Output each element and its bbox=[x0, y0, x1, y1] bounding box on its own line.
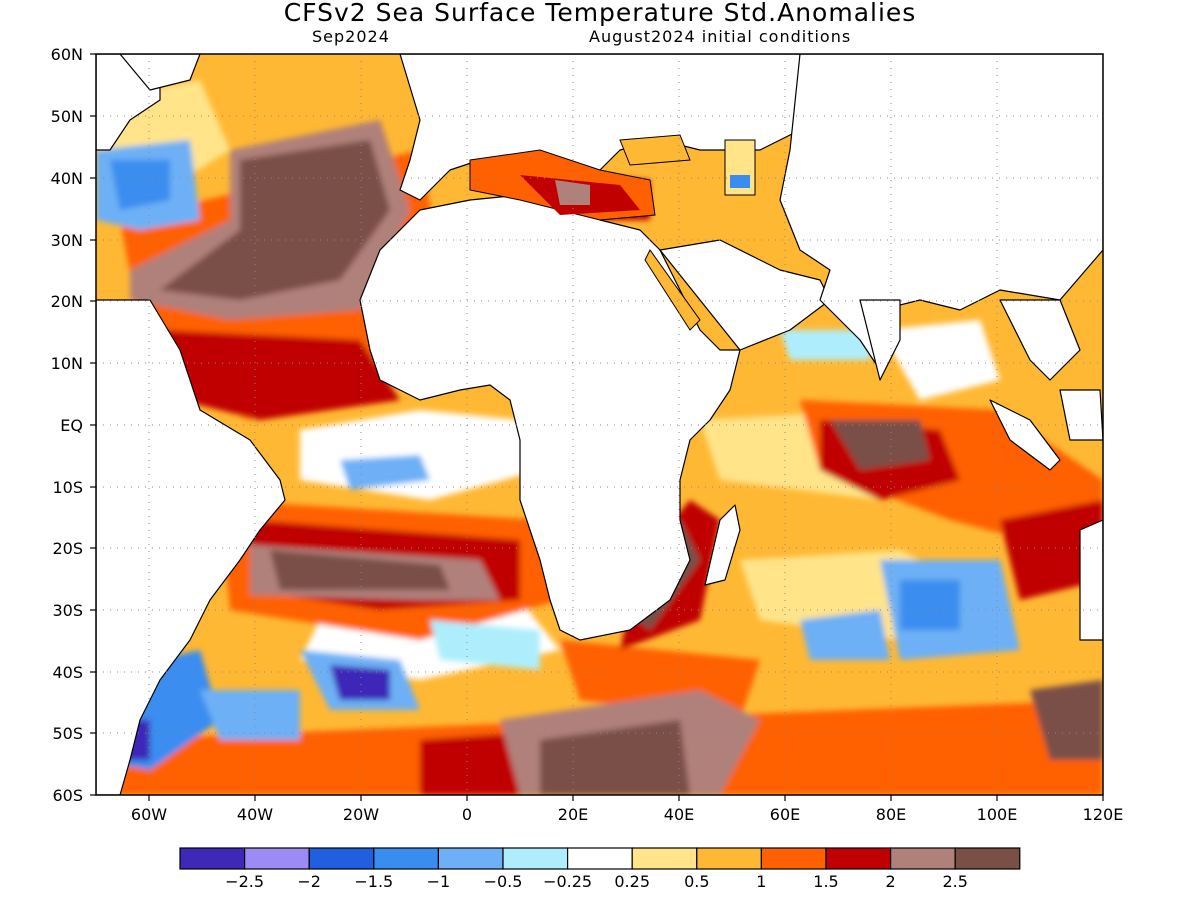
chart-title: CFSv2 Sea Surface Temperature Std.Anomal… bbox=[283, 0, 917, 27]
lat-label: 40N bbox=[51, 169, 83, 188]
lat-label: 60N bbox=[51, 45, 83, 64]
australia bbox=[1079, 519, 1103, 641]
longitude-labels: 60W 40W 20W 0 20E 40E 60E 80E 100E 120E bbox=[131, 805, 1123, 824]
axis-ticks bbox=[90, 53, 1104, 801]
colorbar-tick-label: −2.5 bbox=[225, 872, 264, 891]
lon-label: 0 bbox=[462, 805, 472, 824]
colorbar-swatch bbox=[631, 847, 698, 870]
colorbar-tick-label: 2 bbox=[886, 872, 896, 891]
lat-label: 40S bbox=[52, 663, 83, 682]
lon-label: 80E bbox=[876, 805, 906, 824]
india bbox=[859, 299, 901, 381]
colorbar-tick-label: 1 bbox=[756, 872, 766, 891]
lat-label: 20N bbox=[51, 292, 83, 311]
colorbar-swatch bbox=[437, 847, 504, 870]
colorbar-tick-label: 2.5 bbox=[942, 872, 967, 891]
colorbar-swatch bbox=[889, 847, 956, 870]
lon-label: 60W bbox=[131, 805, 167, 824]
colorbar-swatch bbox=[760, 847, 827, 870]
lat-label: 20S bbox=[52, 539, 83, 558]
southeast-asia bbox=[999, 299, 1081, 381]
colorbar-swatch bbox=[244, 847, 310, 870]
sumatra bbox=[989, 399, 1061, 471]
colorbar-swatch bbox=[179, 847, 246, 870]
colorbar-swatch bbox=[696, 847, 762, 870]
colorbar-tick-label: −0.25 bbox=[543, 872, 592, 891]
colorbar-swatch bbox=[502, 847, 569, 870]
lon-label: 60E bbox=[770, 805, 800, 824]
lon-label: 120E bbox=[1083, 805, 1124, 824]
lon-label: 20E bbox=[558, 805, 588, 824]
lat-label: EQ bbox=[60, 416, 83, 435]
colorbar-tick-label: −1 bbox=[427, 872, 451, 891]
colorbar-swatch bbox=[954, 847, 1021, 870]
colorbar-tick-label: 0.25 bbox=[614, 872, 650, 891]
lon-label: 40E bbox=[664, 805, 694, 824]
lon-label: 40W bbox=[237, 805, 273, 824]
south-america bbox=[96, 299, 286, 795]
lat-label: 10N bbox=[51, 354, 83, 373]
borneo bbox=[1059, 389, 1103, 441]
colorbar-tick-label: −0.5 bbox=[484, 872, 523, 891]
colorbar-swatch bbox=[825, 847, 892, 870]
inland-seas bbox=[469, 134, 756, 331]
lat-label: 60S bbox=[52, 786, 83, 805]
colorbar-swatch bbox=[566, 847, 633, 870]
colorbar-swatch bbox=[373, 847, 439, 870]
lon-label: 20W bbox=[343, 805, 379, 824]
colorbar-tick-label: 1.5 bbox=[813, 872, 838, 891]
latitude-labels: 60N 50N 40N 30N 20N 10N EQ 10S 20S 30S 4… bbox=[51, 45, 83, 805]
lon-label: 100E bbox=[977, 805, 1018, 824]
initial-conditions: August2024 initial conditions bbox=[589, 27, 852, 46]
lat-label: 50N bbox=[51, 107, 83, 126]
lat-label: 30S bbox=[52, 601, 83, 620]
colorbar-tick-label: 0.5 bbox=[684, 872, 709, 891]
colorbar-labels: −2.5 −2 −1.5 −1 −0.5 −0.25 0.25 0.5 1 1.5 2 2.5 bbox=[225, 872, 968, 891]
land bbox=[96, 54, 1103, 795]
colorbar-tick-label: −1.5 bbox=[354, 872, 393, 891]
forecast-month: Sep2024 bbox=[312, 27, 390, 46]
lat-label: 10S bbox=[52, 478, 83, 497]
colorbar bbox=[179, 847, 1021, 870]
lat-label: 50S bbox=[52, 724, 83, 743]
greenland bbox=[119, 54, 201, 91]
colorbar-swatch bbox=[308, 847, 375, 870]
lat-label: 30N bbox=[51, 231, 83, 250]
madagascar bbox=[704, 504, 741, 586]
colorbar-tick-label: −2 bbox=[297, 872, 321, 891]
